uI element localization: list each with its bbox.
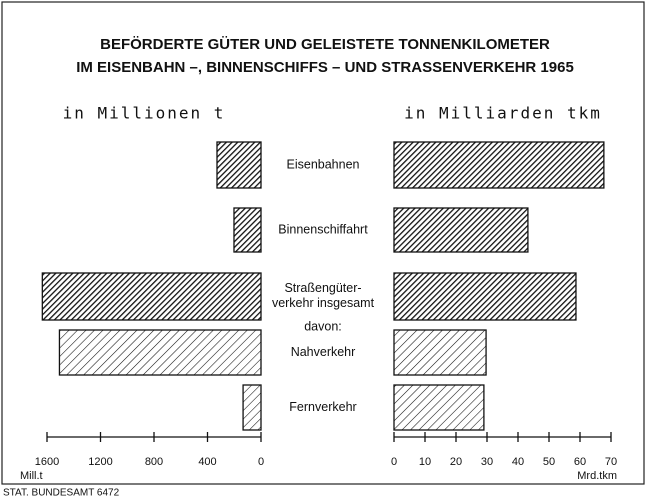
series-label: in Millionen t	[63, 104, 226, 123]
annotation: davon:	[304, 319, 342, 333]
x-tick-label: 0	[391, 456, 397, 468]
bar	[216, 141, 262, 189]
bar	[41, 272, 262, 321]
x-tick-label: 70	[605, 456, 617, 468]
x-tick-label: 400	[198, 456, 216, 468]
bar	[393, 272, 577, 321]
x-tick-label: 0	[258, 456, 264, 468]
frame	[1, 1, 645, 485]
x-tick-label: 800	[145, 456, 163, 468]
unit-label: Mill.t	[20, 470, 43, 482]
x-tick-label: 40	[512, 456, 524, 468]
x-tick-label: 50	[543, 456, 555, 468]
category-label: Fernverkehr	[289, 400, 356, 414]
x-tick-label: 20	[450, 456, 462, 468]
chart-title: BEFÖRDERTE GÜTER UND GELEISTETE TONNENKI…	[100, 36, 550, 53]
x-tick-label: 10	[419, 456, 431, 468]
series-label: in Milliarden tkm	[404, 104, 602, 123]
bar	[58, 329, 262, 376]
bar	[233, 207, 262, 253]
bar	[242, 384, 262, 431]
bar	[393, 329, 487, 376]
x-tick-label: 1600	[35, 456, 59, 468]
bar	[393, 207, 529, 253]
category-label: Nahverkehr	[291, 345, 356, 359]
source: STAT. BUNDESAMT 6472	[3, 488, 120, 499]
category-label: Straßengüter-verkehr insgesamt	[272, 281, 375, 310]
chart-title: IM EISENBAHN –, BINNENSCHIFFS – UND STRA…	[76, 59, 574, 76]
bar	[393, 141, 605, 189]
x-tick-label: 60	[574, 456, 586, 468]
x-tick-label: 30	[481, 456, 493, 468]
bar	[393, 384, 485, 431]
category-label: Binnenschiffahrt	[278, 222, 368, 236]
unit-label: Mrd.tkm	[577, 470, 617, 482]
category-label: Eisenbahnen	[287, 157, 360, 171]
x-tick-label: 1200	[88, 456, 112, 468]
